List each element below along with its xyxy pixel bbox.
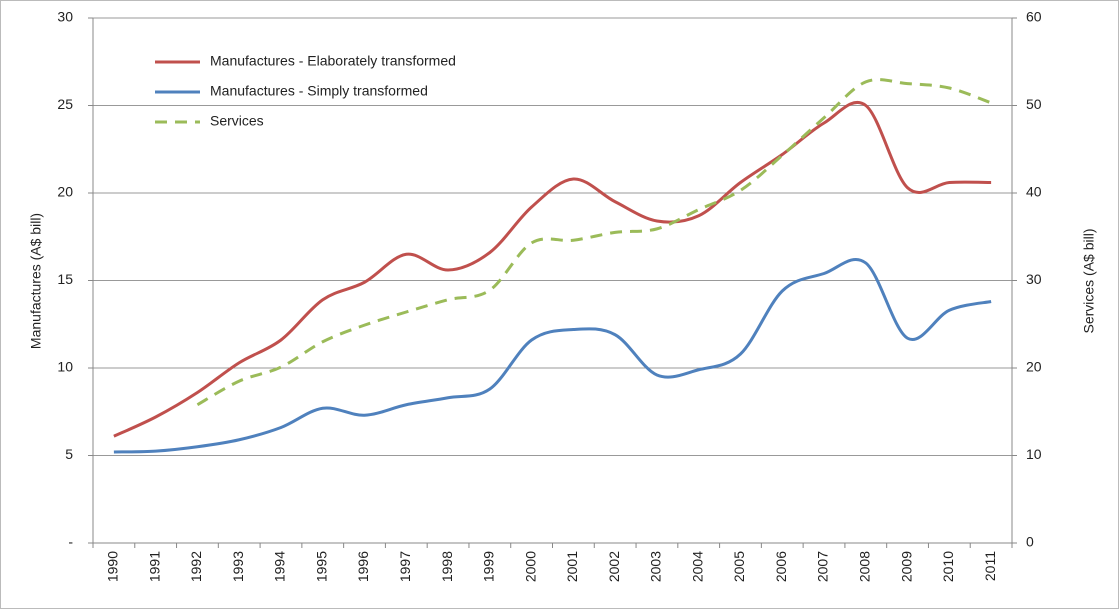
x-tick-label: 2009 bbox=[898, 551, 914, 582]
y-tick-label: - bbox=[68, 534, 73, 550]
x-tick-label: 1996 bbox=[355, 551, 371, 582]
x-tick-label: 1990 bbox=[105, 551, 121, 582]
x-tick-label: 1999 bbox=[481, 551, 497, 582]
y2-tick-label: 10 bbox=[1026, 446, 1042, 462]
y2-tick-label: 30 bbox=[1026, 271, 1042, 287]
x-tick-label: 2011 bbox=[982, 551, 998, 581]
x-tick-label: 2002 bbox=[606, 551, 622, 582]
y2-tick-label: 40 bbox=[1026, 184, 1042, 200]
x-tick-label: 2000 bbox=[522, 551, 538, 582]
legend-label: Manufactures - Elaborately transformed bbox=[210, 53, 456, 69]
y2-tick-label: 0 bbox=[1026, 534, 1034, 550]
x-tick-label: 2006 bbox=[773, 551, 789, 582]
y-tick-label: 5 bbox=[65, 446, 73, 462]
y-tick-label: 30 bbox=[57, 9, 73, 25]
x-tick-label: 1998 bbox=[439, 551, 455, 582]
x-tick-label: 2005 bbox=[731, 551, 747, 582]
x-tick-label: 2004 bbox=[689, 551, 705, 582]
y-axis-label: Manufactures (A$ bill) bbox=[28, 213, 44, 349]
series-line bbox=[196, 78, 992, 407]
series-line bbox=[113, 257, 992, 454]
x-tick-label: 1997 bbox=[397, 551, 413, 582]
y2-tick-label: 20 bbox=[1026, 359, 1042, 375]
x-tick-label: 2010 bbox=[940, 551, 956, 582]
y2-axis-label: Services (A$ bill) bbox=[1081, 228, 1097, 333]
x-tick-label: 1993 bbox=[230, 551, 246, 582]
y-tick-label: 15 bbox=[57, 271, 73, 287]
y2-tick-label: 60 bbox=[1026, 9, 1042, 25]
legend-label: Manufactures - Simply transformed bbox=[210, 83, 428, 99]
x-tick-label: 2003 bbox=[648, 551, 664, 582]
legend-label: Services bbox=[210, 113, 264, 129]
y-tick-label: 20 bbox=[57, 184, 73, 200]
x-tick-label: 1994 bbox=[272, 551, 288, 582]
x-tick-label: 2008 bbox=[856, 551, 872, 582]
x-tick-label: 2001 bbox=[564, 551, 580, 582]
x-tick-label: 1991 bbox=[146, 551, 162, 582]
y-tick-label: 10 bbox=[57, 359, 73, 375]
y-tick-label: 25 bbox=[57, 96, 73, 112]
x-tick-label: 2007 bbox=[815, 551, 831, 582]
series-line bbox=[113, 101, 992, 438]
x-tick-label: 1995 bbox=[313, 551, 329, 582]
y2-tick-label: 50 bbox=[1026, 96, 1042, 112]
x-tick-label: 1992 bbox=[188, 551, 204, 582]
